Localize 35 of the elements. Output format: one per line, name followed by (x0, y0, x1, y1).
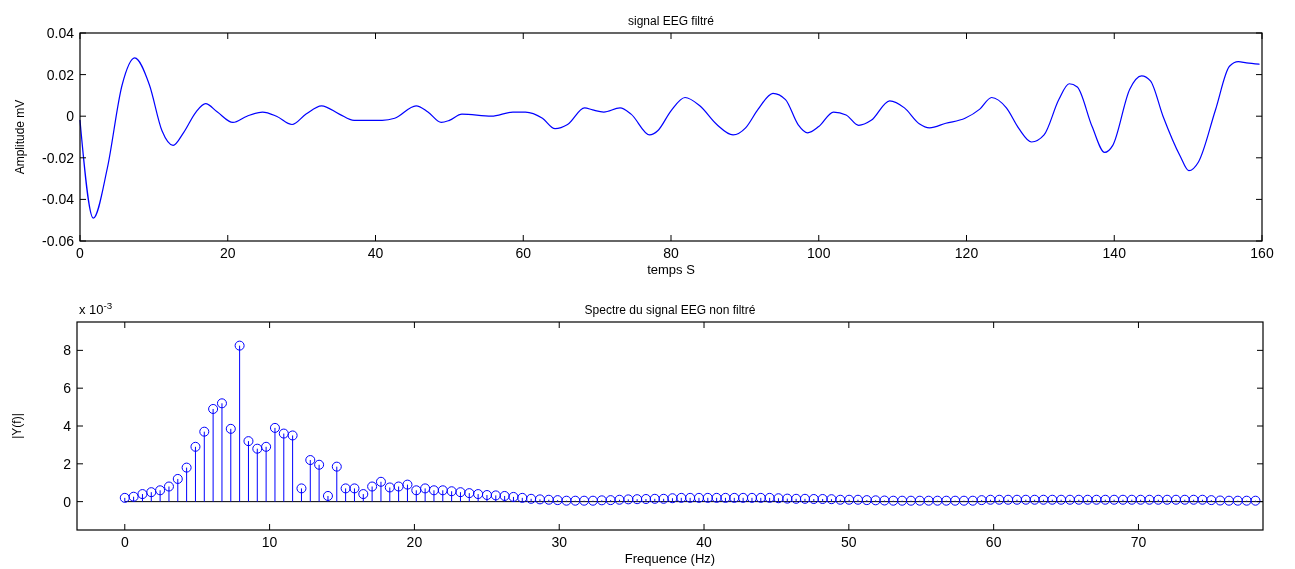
y-tick-label: -0.02 (42, 149, 75, 166)
x-tick-label: 160 (1250, 245, 1274, 261)
y-tick-label: 6 (63, 380, 72, 397)
y-axis-title: Amplitude mV (13, 99, 27, 175)
y-tick-label: 0.04 (46, 25, 75, 41)
x-tick-label: 30 (551, 534, 568, 550)
y-tick-label: 2 (63, 455, 72, 472)
x-axis-title: Frequence (Hz) (624, 551, 716, 566)
x-tick-label: 80 (663, 245, 679, 261)
x-tick-label: 140 (1102, 245, 1127, 261)
y-tick-label: -0.06 (42, 233, 75, 249)
x-tick-label: 10 (261, 534, 278, 550)
x-tick-label: 40 (696, 534, 713, 550)
chart-title: Spectre du signal EEG non filtré (584, 303, 756, 317)
x-tick-label: 40 (367, 245, 384, 261)
x-axis-title: temps S (647, 262, 696, 277)
x-tick-label: 70 (1130, 534, 1147, 550)
y-tick-label: 0.02 (46, 66, 75, 83)
chart-title: signal EEG filtré (627, 14, 715, 28)
x-tick-label: 0 (76, 245, 85, 261)
x-tick-label: 120 (954, 245, 979, 261)
y-tick-label: 0 (66, 108, 75, 125)
x-tick-label: 20 (406, 534, 423, 550)
x-tick-label: 100 (807, 245, 831, 261)
y-tick-label: 4 (63, 418, 72, 434)
x-tick-label: 60 (985, 534, 1002, 550)
text: x 10$^{-3}$ (79, 299, 113, 317)
y-tick-label: 8 (63, 342, 72, 359)
y-axis-title: |Y(f)| (10, 413, 24, 439)
x-tick-label: 20 (219, 245, 236, 261)
x-tick-label: 60 (515, 245, 532, 261)
y-tick-label: 0 (63, 493, 72, 510)
x-tick-label: 50 (841, 534, 857, 550)
y-tick-label: -0.04 (42, 191, 75, 208)
x-tick-label: 0 (120, 534, 129, 550)
